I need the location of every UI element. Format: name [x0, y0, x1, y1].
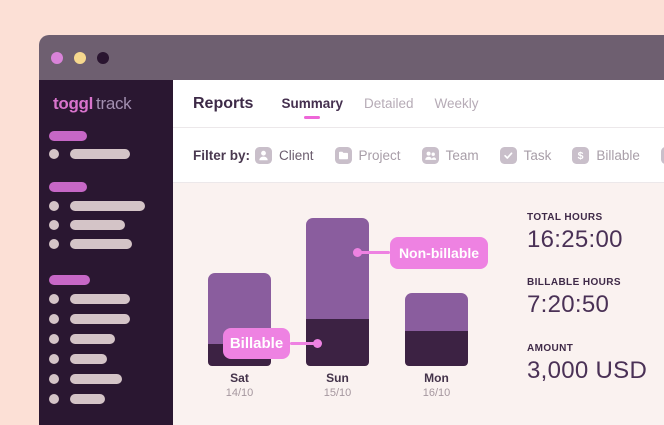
sidebar-skeleton-pill: [49, 131, 87, 141]
stat-total-hours-label: TOTAL HOURS: [527, 212, 603, 223]
stat-billable-hours: BILLABLE HOURS 7:20:50: [527, 277, 647, 318]
stat-billable-hours-value: 7:20:50: [527, 291, 610, 319]
bar-sun: [306, 218, 369, 366]
stat-amount-value: 3,000 USD: [527, 356, 648, 384]
tab-weekly[interactable]: Weekly: [435, 96, 479, 111]
bar-mon: [405, 293, 468, 366]
tab-detailed-label: Detailed: [363, 96, 414, 111]
x-axis-date-label: 15/10: [323, 387, 352, 399]
filter-partial[interactable]: [660, 146, 664, 164]
billable-tag-label: Billable: [229, 335, 284, 352]
nonbillable-tag-dot: [353, 248, 362, 257]
sidebar-skeleton-dot: [49, 220, 59, 230]
stat-billable-hours-label: BILLABLE HOURS: [527, 277, 621, 289]
sidebar-skeleton-dot: [49, 294, 59, 304]
filter-by-label: Filter by:: [193, 147, 251, 163]
x-axis-day-label: Mon: [424, 371, 449, 385]
sidebar-skeleton-bar: [70, 334, 115, 344]
x-axis-date-label: 16/10: [422, 387, 451, 399]
team-icon: [421, 146, 439, 164]
folder-icon: [334, 146, 352, 164]
bar-mon-billable-segment: [405, 331, 468, 366]
bar-sun-nonbillable-segment: [306, 218, 369, 319]
browser-window: toggl track Reports Summary Detailed Week…: [39, 35, 664, 425]
sidebar-skeleton-bar: [70, 201, 145, 211]
filter-client[interactable]: Client: [255, 146, 314, 164]
sidebar-skeleton-dot: [49, 201, 59, 211]
sidebar-skeleton-pill: [49, 182, 87, 192]
sidebar-skeleton-bar: [70, 374, 122, 384]
dollar-icon: $: [572, 146, 590, 164]
person-icon: [255, 146, 273, 164]
sidebar-skeleton-bar: [70, 220, 125, 230]
sidebar-skeleton-bar: [70, 314, 130, 324]
clock-icon: [660, 146, 664, 164]
sidebar-skeleton-dot: [49, 149, 59, 159]
stat-total-hours-value: 16:25:00: [527, 226, 623, 253]
tab-detailed[interactable]: Detailed: [364, 96, 414, 111]
filter-team-label: Team: [445, 147, 479, 163]
bar-mon-nonbillable-segment: [405, 293, 468, 331]
nonbillable-tag: Non-billable: [390, 237, 488, 269]
tab-summary[interactable]: Summary: [281, 96, 343, 119]
active-tab-underline: [304, 116, 321, 119]
nonbillable-tag-label: Non-billable: [398, 245, 480, 261]
filter-project[interactable]: Project: [334, 146, 401, 164]
summary-stats-panel: TOTAL HOURS 16:25:00 BILLABLE HOURS 7:20…: [527, 212, 647, 408]
filter-task-label: Task: [523, 147, 552, 163]
filter-client-label: Client: [279, 147, 314, 163]
page-title: Reports: [193, 94, 254, 112]
billable-tag: Billable: [223, 328, 290, 359]
billable-tag-connector: [290, 342, 318, 345]
sidebar-skeleton-dot: [49, 314, 59, 324]
window-minimize-button[interactable]: [74, 51, 86, 64]
filter-billable[interactable]: $ Billable: [572, 146, 640, 164]
sidebar: toggl track: [39, 80, 173, 425]
filter-bar: Filter by: Client: [173, 128, 664, 183]
sidebar-skeleton-dot: [49, 239, 59, 249]
filter-billable-label: Billable: [596, 147, 640, 163]
sidebar-skeleton-bar: [70, 294, 130, 304]
sidebar-skeleton-dot: [49, 354, 59, 364]
stat-amount-label: AMOUNT: [527, 342, 574, 354]
sidebar-skeleton-bar: [70, 354, 107, 364]
sidebar-skeleton-dot: [49, 374, 59, 384]
sidebar-skeleton-pill: [49, 275, 90, 285]
logo-track: track: [96, 94, 132, 113]
window-titlebar: [39, 35, 664, 80]
sidebar-skeleton-dot: [49, 334, 59, 344]
filter-team[interactable]: Team: [421, 146, 479, 164]
nonbillable-tag-connector: [358, 251, 390, 254]
window-maximize-button[interactable]: [97, 51, 109, 64]
filter-task[interactable]: Task: [499, 146, 552, 164]
sidebar-skeleton-bar: [70, 394, 105, 404]
sidebar-skeleton-dot: [49, 394, 59, 404]
x-axis-day-label: Sat: [230, 371, 249, 385]
tab-weekly-label: Weekly: [434, 96, 479, 111]
content-area: Reports Summary Detailed Weekly Filter b…: [173, 80, 664, 425]
tab-summary-label: Summary: [281, 96, 343, 111]
stat-total-hours: TOTAL HOURS 16:25:00: [527, 212, 647, 253]
stat-amount: AMOUNT 3,000 USD: [527, 343, 647, 384]
sidebar-skeleton-bar: [70, 149, 130, 159]
svg-text:$: $: [578, 150, 584, 162]
billable-tag-dot: [313, 339, 322, 348]
window-close-button[interactable]: [51, 51, 63, 64]
x-axis-day-label: Sun: [326, 371, 349, 385]
window-body: toggl track Reports Summary Detailed Week…: [39, 80, 664, 425]
check-icon: [499, 146, 517, 164]
toggl-track-logo: toggl track: [53, 94, 132, 114]
sidebar-skeleton-bar: [70, 239, 132, 249]
x-axis-date-label: 14/10: [225, 387, 254, 399]
logo-toggl: toggl: [53, 94, 94, 113]
filter-project-label: Project: [358, 147, 401, 163]
reports-header: Reports Summary Detailed Weekly: [173, 80, 664, 128]
